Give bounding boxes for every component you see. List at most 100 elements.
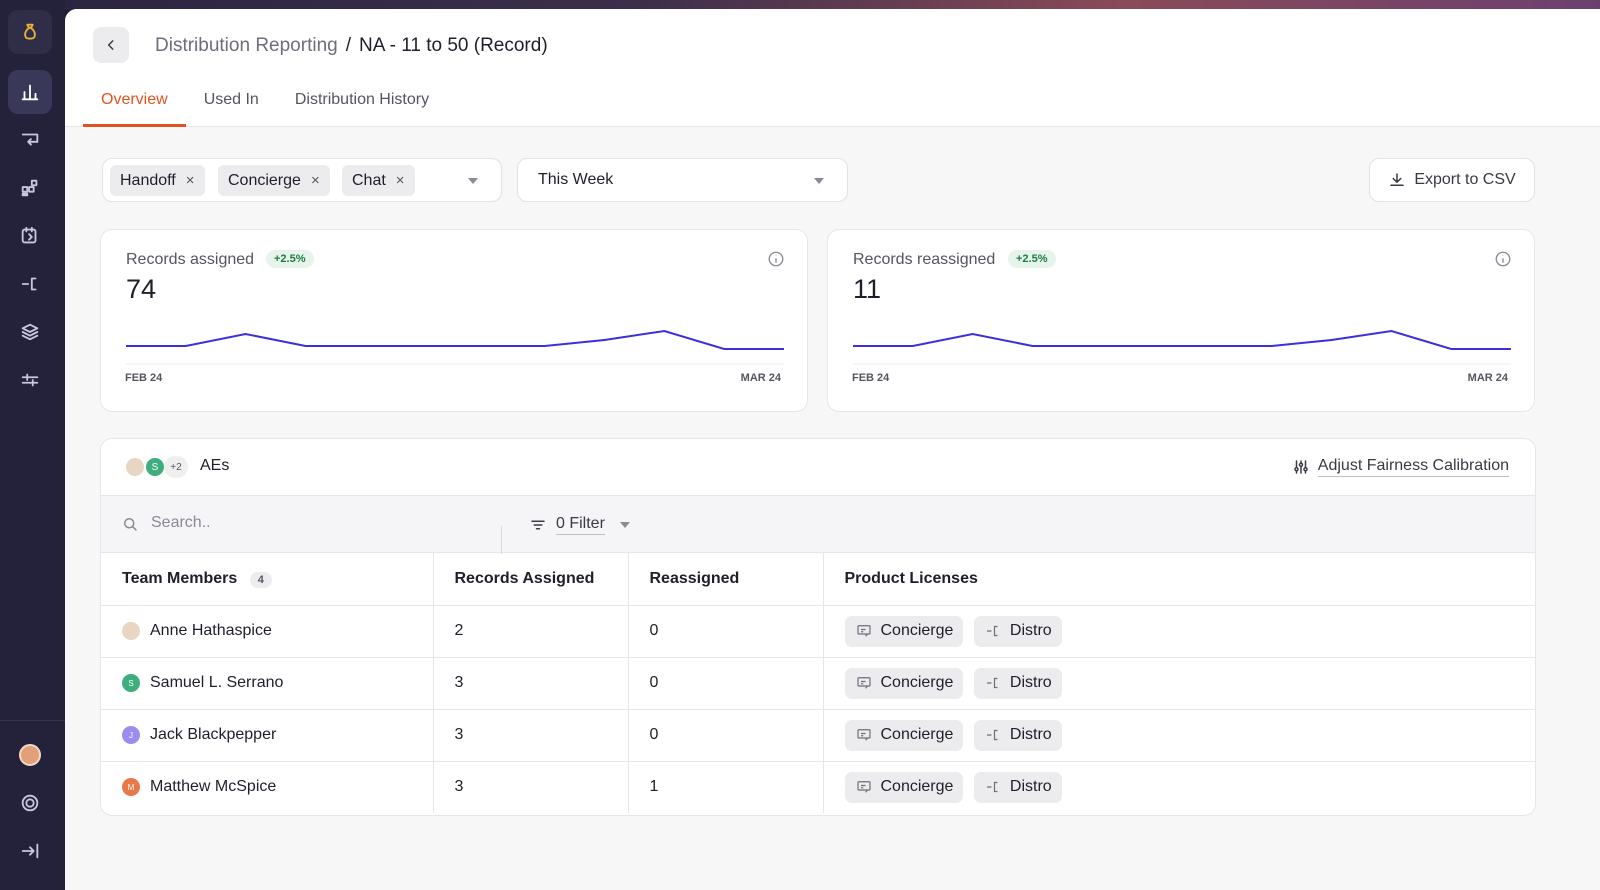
licenses-cell: Concierge Distro [823,657,1535,710]
table-row[interactable]: S Samuel L. Serrano 3 0 Concierge Distro [101,657,1535,710]
metric-value: 11 [853,274,882,304]
table-row[interactable]: M Matthew McSpice 3 1 Concierge Distro [101,761,1535,813]
tab-used-in[interactable]: Used In [203,91,259,108]
license-label: Distro [1009,674,1052,691]
close-icon[interactable]: × [395,172,405,189]
concierge-icon [856,677,871,689]
avatar [122,622,140,640]
help-icon[interactable] [8,781,52,825]
table-toolbar: 0 Filter [101,495,1535,554]
sidebar-item-apps[interactable] [8,166,52,210]
license-concierge: Concierge [844,667,964,699]
close-icon[interactable]: × [310,172,320,189]
info-icon[interactable] [1494,250,1512,268]
search-input[interactable] [151,514,451,532]
tab-bar: Overview Used In Distribution History [83,81,447,127]
sidebar-item-settings[interactable] [8,358,52,402]
sidebar-item-layers[interactable] [8,310,52,354]
window-top-bar [0,0,1600,10]
reassigned-cell: 0 [628,605,824,658]
avatar [124,456,146,478]
metric-card-assigned: Records assigned +2.5% 74 FEB 24 MAR 24 [100,229,808,412]
date-range-value: This Week [538,171,614,188]
license-concierge: Concierge [844,771,964,803]
back-button[interactable] [93,27,129,63]
license-label: Distro [1009,778,1052,796]
filter-button[interactable]: 0 Filter [529,514,630,535]
axis-start-label: FEB 24 [852,372,890,384]
chevron-left-icon [107,40,114,50]
member: J Jack Blackpepper [122,726,433,744]
user-avatar[interactable] [8,733,52,777]
export-csv-button[interactable]: Export to CSV [1369,158,1535,202]
concierge-icon [856,729,871,741]
filter-label: 0 Filter [556,514,605,535]
member-cell: Anne Hathaspice [101,605,434,658]
sparkline-chart [853,329,1511,365]
breadcrumb-parent[interactable]: Distribution Reporting [155,35,338,56]
distro-icon [986,677,998,689]
tab-overview[interactable]: Overview [83,81,186,127]
team-table-card: S +2 AEs Adjust Fairness Calibration 0 F… [100,438,1536,816]
metric-value: 74 [126,274,157,304]
member-name[interactable]: Jack Blackpepper [150,726,277,743]
license-concierge: Concierge [844,615,964,647]
license-distro: Distro [973,615,1062,647]
apps-icon [21,179,38,197]
change-badge: +2.5% [1008,250,1056,268]
column-header-reassigned[interactable]: Reassigned [628,553,824,606]
sidebar-item-calendar[interactable] [8,214,52,258]
license-distro: Distro [973,771,1062,803]
sidebar-item-routing[interactable] [8,118,52,162]
license-distro: Distro [973,667,1062,699]
sidebar-item-reporting[interactable] [8,70,52,114]
main-content: Distribution Reporting / NA - 11 to 50 (… [65,9,1600,890]
member-name[interactable]: Anne Hathaspice [150,622,272,639]
tab-distribution-history[interactable]: Distribution History [294,91,430,108]
metric-label: Records reassigned [853,251,996,268]
source-multiselect[interactable]: Handoff × Concierge × Chat × [102,158,502,202]
avatar: M [122,778,140,797]
license-label: Concierge [880,622,954,639]
member-name[interactable]: Samuel L. Serrano [150,674,284,691]
info-icon[interactable] [767,250,785,268]
license-label: Concierge [880,778,954,796]
column-header-members[interactable]: Team Members 4 [101,553,434,606]
chip-label: Handoff [120,171,176,189]
chip-label: Concierge [228,171,301,189]
close-icon[interactable]: × [185,172,195,189]
member-name[interactable]: Matthew McSpice [150,778,277,796]
avatar: J [122,726,140,744]
expand-icon[interactable] [8,829,52,873]
trend-line [853,329,1511,350]
team-group-name: AEs [200,457,230,474]
distro-icon [986,729,998,741]
axis-end-label: MAR 24 [740,372,781,384]
calibration-label: Adjust Fairness Calibration [1317,456,1509,477]
adjust-fairness-button[interactable]: Adjust Fairness Calibration [1292,456,1509,477]
chevron-down-icon [814,178,824,184]
column-header-assigned[interactable]: Records Assigned [433,553,629,606]
axis-end-label: MAR 24 [1467,372,1508,384]
extra-members-badge: +2 [164,456,188,478]
calibration-icon [1294,459,1308,474]
assigned-cell: 3 [433,657,629,710]
money-bag-icon[interactable] [8,10,52,54]
metric-card-reassigned: Records reassigned +2.5% 11 FEB 24 MAR 2… [827,229,1535,412]
license-distro: Distro [973,719,1062,751]
routing-icon [21,133,39,146]
download-icon [1390,173,1405,186]
metric-label: Records assigned [126,251,255,268]
toolbar-divider [501,526,502,554]
avatar: S [144,456,166,478]
column-header-licenses[interactable]: Product Licenses [823,553,1535,606]
table-row[interactable]: J Jack Blackpepper 3 0 Concierge Distro [101,709,1535,762]
sidebar-item-distro[interactable] [8,262,52,306]
date-range-select[interactable]: This Week [517,158,848,202]
table-row[interactable]: Anne Hathaspice 2 0 Concierge Distro [101,605,1535,658]
chip-chat: Chat × [342,165,415,196]
distro-icon [986,625,998,637]
licenses-cell: Concierge Distro [823,709,1535,762]
avatar: S [122,674,140,692]
chevron-down-icon[interactable] [468,178,478,184]
